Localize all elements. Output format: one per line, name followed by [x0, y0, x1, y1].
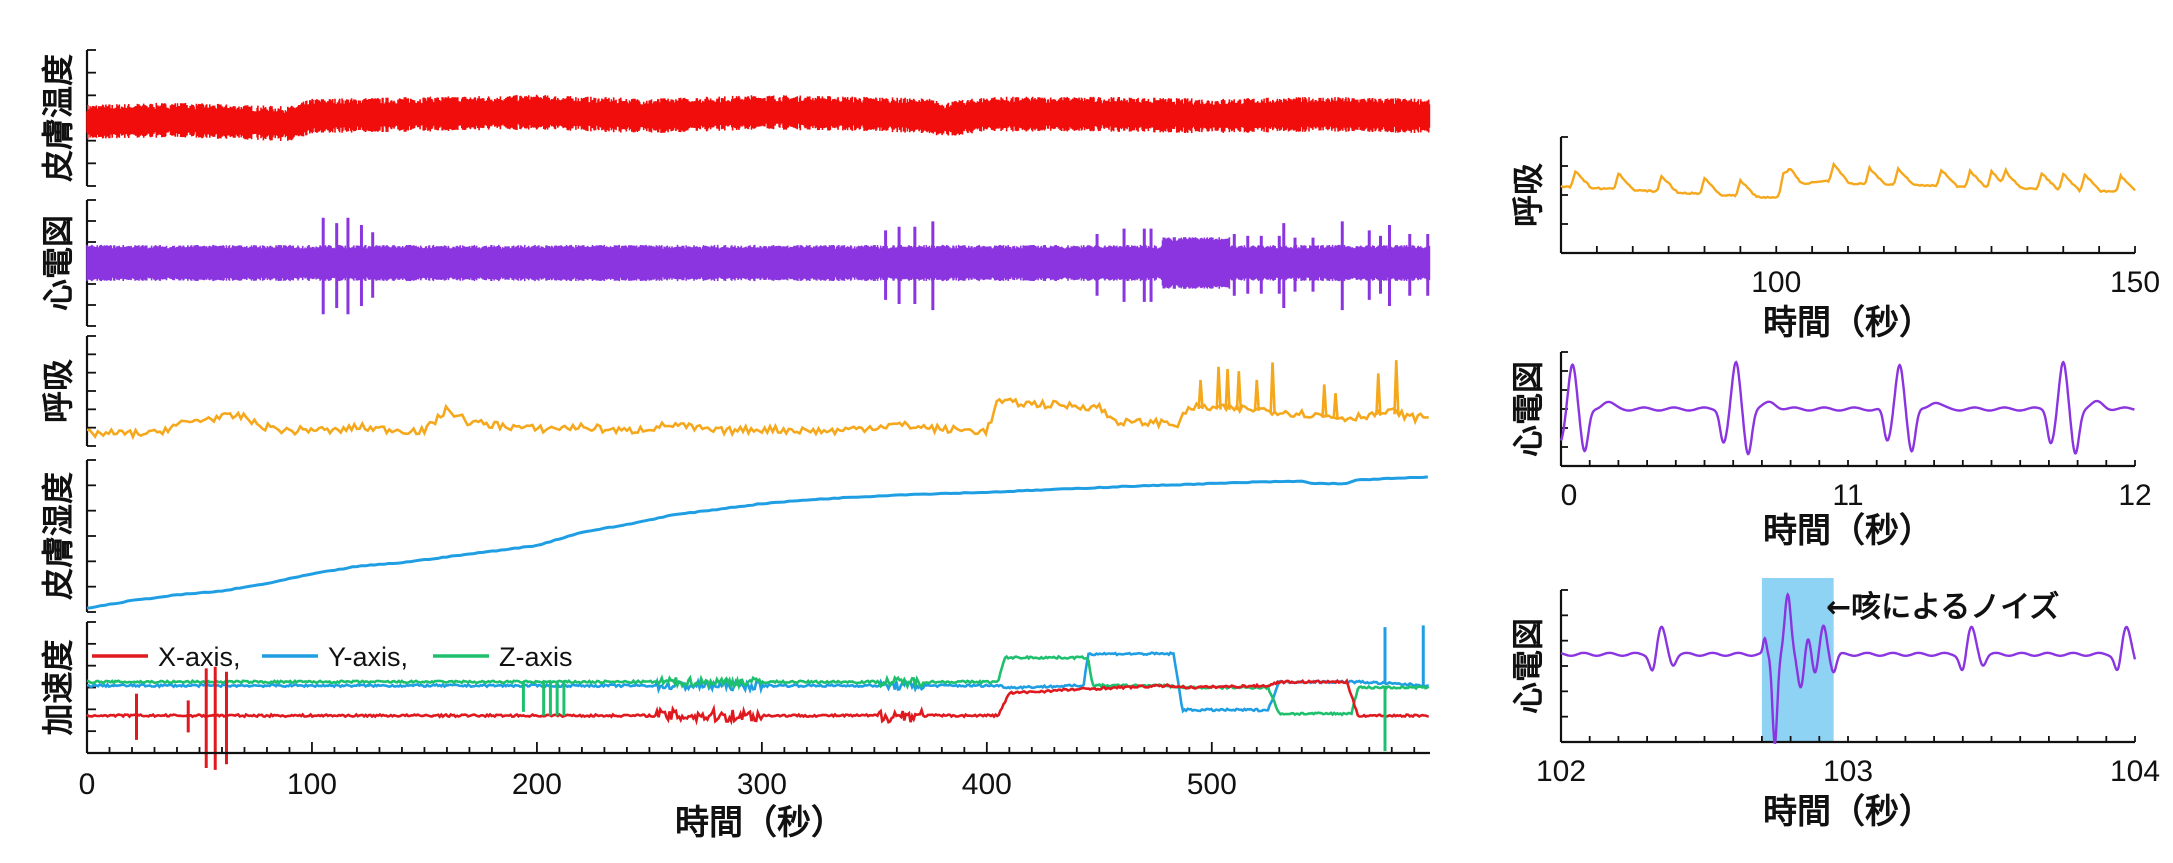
x-tick-label: 11 — [1832, 479, 1863, 512]
respiration-spike — [1393, 360, 1400, 415]
panel-2: 心電図 — [39, 199, 1431, 327]
respiration-spike — [1332, 393, 1339, 419]
z-axis-trace — [86, 654, 1430, 717]
panel-4: 皮膚湿度 — [39, 459, 1428, 613]
x-tick-label: 103 — [1823, 755, 1873, 788]
legend-label-y-axis: Y-axis, — [328, 642, 408, 672]
respiration-spike — [1224, 368, 1231, 410]
y-axis-label: 呼吸 — [39, 359, 77, 423]
panel-5: 加速度 X-axis, Y-axis, Z-axis — [39, 621, 1430, 770]
resp-zoom-x-axis-title: 時間（秒） — [1763, 303, 1933, 343]
y-axis-label: 皮膚湿度 — [39, 472, 77, 600]
respiration-spike — [1197, 379, 1204, 410]
x-tick-label: 150 — [2110, 266, 2160, 299]
respiration-zoom-chart: 呼吸 100 150 — [1509, 136, 2160, 299]
panel-1: 皮膚温度 — [39, 49, 1431, 187]
y-axis-label: 心電図 — [1509, 618, 1547, 714]
ecg-trace — [86, 237, 1431, 289]
x-tick-label: 500 — [1187, 768, 1237, 801]
y-axis-label: 皮膚温度 — [39, 54, 77, 182]
skin-temperature-trace — [86, 94, 1431, 141]
respiration-spike — [1215, 366, 1222, 410]
x-axis-trace — [86, 678, 1430, 726]
x-tick-label: 0 — [79, 768, 96, 801]
x-tick-label: 12 — [2118, 479, 2151, 512]
ecg-cough-x-axis-title: 時間（秒） — [1763, 792, 1933, 832]
x-tick-label: 102 — [1536, 755, 1586, 788]
y-axis-label: 心電図 — [39, 215, 77, 311]
ecg-cough-trace — [1560, 592, 2137, 745]
ecg-zoom-x-axis-title: 時間（秒） — [1763, 511, 1933, 551]
panel-3: 呼吸 — [39, 335, 1429, 447]
respiration-zoom-trace — [1560, 161, 2136, 200]
respiration-trace — [86, 397, 1429, 441]
ecg-zoom-trace — [1559, 360, 2135, 456]
main-x-axis-title: 時間（秒） — [675, 803, 845, 843]
skin-humidity-trace — [86, 475, 1428, 610]
x-tick-label: 400 — [962, 768, 1012, 801]
respiration-spike — [1235, 371, 1243, 411]
x-tick-label: 200 — [512, 768, 562, 801]
legend: X-axis, Y-axis, Z-axis — [92, 642, 573, 672]
x-tick-label: 0 — [1561, 479, 1578, 512]
respiration-spike — [1269, 362, 1276, 413]
legend-label-x-axis: X-axis, — [158, 642, 241, 672]
x-tick-label: 104 — [2110, 755, 2160, 788]
cough-noise-annotation: ←咳によるノイズ — [1826, 590, 2059, 625]
ecg-cough-chart: 心電図 102 103 104 — [1509, 578, 2160, 788]
y-axis-label: 呼吸 — [1509, 163, 1547, 227]
x-tick-label: 100 — [287, 768, 337, 801]
y-axis-label: 心電図 — [1509, 361, 1547, 457]
legend-label-z-axis: Z-axis — [499, 642, 573, 672]
main-x-axis: 0 100 200 300 400 500 — [79, 742, 1430, 801]
respiration-spike — [1321, 384, 1328, 418]
y-axis-label: 加速度 — [39, 639, 77, 735]
ecg-zoom-chart: 心電図 0 11 12 — [1509, 351, 2152, 512]
respiration-spike — [1253, 379, 1261, 411]
x-tick-label: 100 — [1751, 266, 1801, 299]
respiration-spike — [1375, 373, 1382, 416]
x-tick-label: 300 — [737, 768, 787, 801]
